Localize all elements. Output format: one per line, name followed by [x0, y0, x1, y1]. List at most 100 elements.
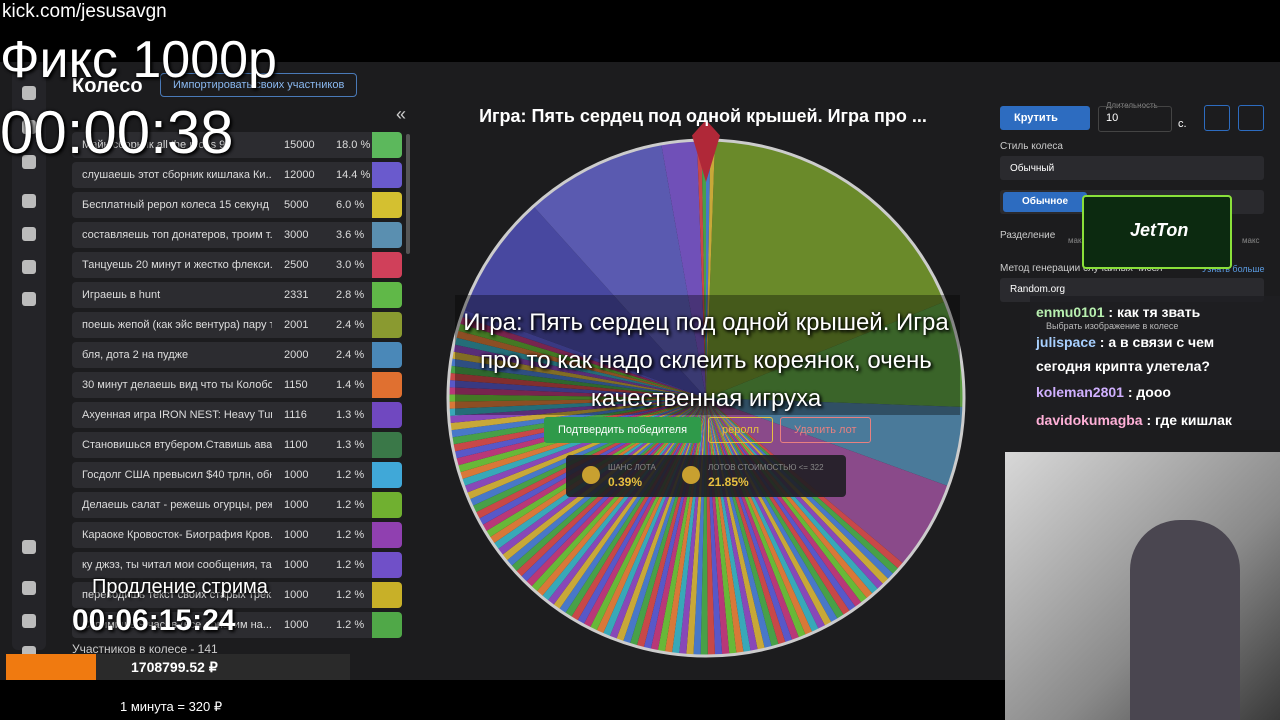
style-label: Стиль колеса — [1000, 141, 1063, 152]
wheel-slice — [536, 398, 706, 597]
seconds: с. — [1178, 118, 1187, 130]
lot-name: Караоке Кровосток- Биография Кров... — [82, 529, 272, 541]
wheel-slice — [570, 398, 706, 622]
winner-button[interactable]: Подтвердить победителя — [544, 417, 702, 443]
learn-more[interactable]: Узнать больше — [1202, 264, 1265, 274]
lot-name: Играешь в hunt — [82, 289, 161, 301]
lot-color[interactable] — [372, 372, 402, 398]
mode-value: Обычное — [1022, 196, 1069, 207]
wheel-slice — [706, 398, 862, 608]
chat-user[interactable]: davidokumagba — [1036, 412, 1143, 428]
lot-amount: 1000 — [284, 529, 309, 541]
wheel-slice — [452, 344, 706, 398]
wheel-slice — [547, 398, 706, 606]
collapse-button[interactable]: « — [396, 104, 407, 124]
lot-color[interactable] — [372, 612, 402, 638]
sidebar-icon[interactable] — [22, 194, 36, 208]
lot-row — [72, 282, 372, 308]
stat-icon — [582, 466, 600, 484]
lot-percent: 1.2 % — [336, 469, 365, 481]
lot-color[interactable] — [372, 402, 402, 428]
wheel-slice — [706, 398, 839, 624]
wheel-slice — [455, 330, 706, 398]
lot-amount: 2000 — [284, 349, 309, 361]
chat-user[interactable]: julispace — [1036, 334, 1096, 350]
lot-color[interactable] — [372, 582, 402, 608]
lot-color[interactable] — [372, 522, 402, 548]
game-title: Игра: Пять сердец под одной крышей. Игра… — [479, 106, 927, 126]
sidebar-icon[interactable] — [22, 227, 36, 241]
lot-row — [72, 612, 372, 638]
lot-color[interactable] — [372, 462, 402, 488]
lot-color[interactable] — [372, 312, 402, 338]
wheel-slice — [448, 387, 706, 398]
chat-user[interactable]: koleman2801 — [1036, 384, 1124, 400]
spin-label: Крутить — [1014, 112, 1058, 124]
lot-percent: 1.3 % — [336, 409, 365, 421]
wheel-slice — [701, 140, 706, 398]
lot-row — [72, 582, 372, 608]
wheel-slice — [706, 140, 716, 398]
lot-name: 30 минут делаешь вид что ты Колобок... — [82, 379, 272, 391]
sidebar-icon[interactable] — [22, 260, 36, 274]
lot-row — [72, 252, 372, 278]
chat-text: где кишлак — [1155, 412, 1232, 428]
chat-user[interactable]: enmu0101 — [1036, 304, 1105, 320]
stream-url: kick.com/jesusavgn — [2, 1, 167, 22]
app-title: Колесо — [72, 75, 143, 97]
total: 1708799.52 ₽ — [131, 659, 218, 675]
lot-color[interactable] — [372, 492, 402, 518]
sidebar-icon[interactable] — [22, 581, 36, 595]
lot-row — [72, 522, 372, 548]
lot-amount: 5000 — [284, 199, 309, 211]
lot-color[interactable] — [372, 552, 402, 578]
lot-row — [72, 342, 372, 368]
scrollbar — [406, 134, 410, 254]
lot-color[interactable] — [372, 222, 402, 248]
wheel-slice — [706, 398, 845, 620]
lot-color[interactable] — [372, 162, 402, 188]
chat-message: julispace : а в связи с чем сегодня крип… — [1036, 334, 1215, 374]
lot-color[interactable] — [372, 342, 402, 368]
wheel-slice — [661, 140, 706, 398]
style-value: Обычный — [1010, 163, 1055, 174]
duration-input[interactable] — [1098, 106, 1172, 132]
wheel-slice — [449, 398, 706, 431]
wheel-slice — [533, 143, 706, 398]
lot-color[interactable] — [372, 192, 402, 218]
wheel-slice — [449, 365, 706, 398]
sidebar-icon[interactable] — [22, 614, 36, 628]
lot-name: ку джэз, ты читал мои сообщения, та... — [82, 559, 272, 571]
lot-name: бля, дота 2 на пудже — [82, 349, 189, 361]
sidebar-icon[interactable] — [22, 292, 36, 306]
sidebar-icon[interactable] — [22, 120, 36, 134]
lot-color[interactable] — [372, 432, 402, 458]
sidebar-icon[interactable] — [22, 540, 36, 554]
spin-button[interactable] — [1000, 106, 1090, 130]
import-button[interactable]: Импортировать своих участников — [160, 73, 358, 97]
sponsor-logo: JetTon — [1130, 220, 1189, 240]
dice-button[interactable] — [1204, 105, 1230, 131]
chat-message: davidokumagba : где кишлак — [1036, 412, 1232, 428]
wheel-slice — [453, 337, 706, 398]
lot-color[interactable] — [372, 132, 402, 158]
lot-row — [72, 312, 372, 338]
wheel-slice — [564, 398, 706, 618]
lot-percent: 1.2 % — [336, 619, 365, 631]
sidebar-icon[interactable] — [22, 86, 36, 100]
winner-button[interactable]: реролл — [708, 417, 774, 443]
rate: 1 минута = 320 ₽ — [120, 699, 223, 714]
lot-name: переводишь текст своих старых трек... — [82, 589, 272, 601]
lot-color[interactable] — [372, 252, 402, 278]
mode-active[interactable] — [1003, 192, 1087, 212]
winner-button[interactable]: Удалить лот — [780, 417, 871, 443]
sidebar-icon[interactable] — [22, 155, 36, 169]
wheel-slice — [461, 309, 706, 398]
wheel-slice — [706, 140, 711, 398]
wheel-slice — [541, 398, 706, 602]
style-select[interactable] — [1000, 156, 1264, 180]
music-button[interactable] — [1238, 105, 1264, 131]
winner-backdrop — [455, 295, 960, 415]
chat-message: koleman2801 : дооо — [1036, 384, 1171, 400]
lot-color[interactable] — [372, 282, 402, 308]
